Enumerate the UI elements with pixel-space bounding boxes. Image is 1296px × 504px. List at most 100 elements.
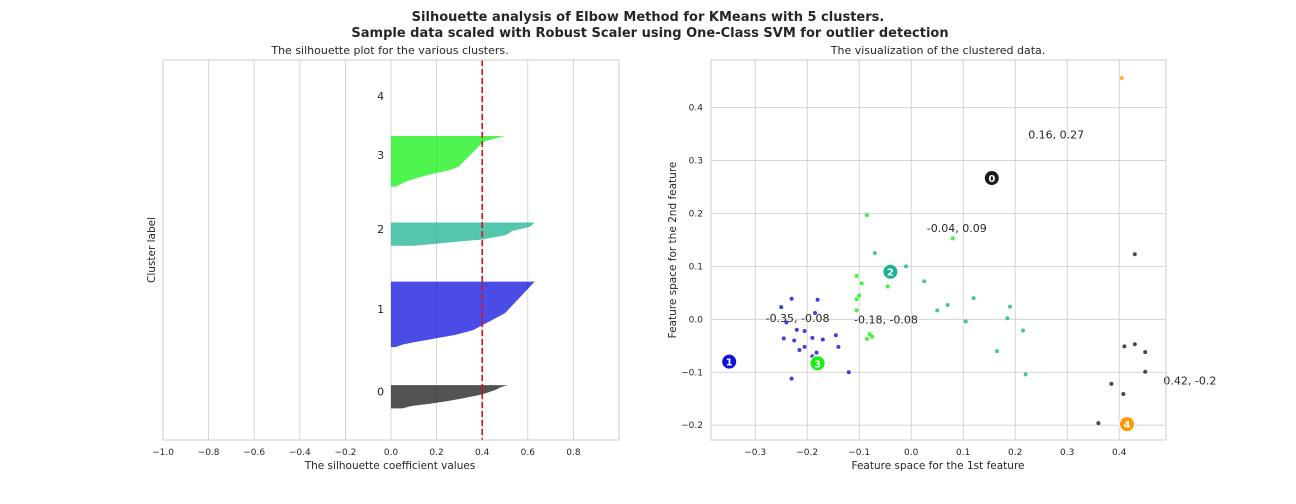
silhouette-grid (162, 60, 574, 440)
scatter-point (885, 284, 890, 289)
scatter-point (865, 336, 869, 341)
scatter-point (935, 308, 940, 313)
scatter-x-tick-label: 0.2 (1008, 448, 1022, 458)
scatter-points (779, 75, 1148, 426)
scatter-point (950, 236, 955, 241)
scatter-x-tick-label: −0.2 (796, 448, 818, 458)
scatter-x-tick-label: 0.4 (1112, 448, 1127, 458)
scatter-point (813, 310, 817, 315)
scatter-point (1021, 328, 1025, 333)
silhouette-x-ticks: −1.0 −0.8 −0.6 −0.4 −0.2 0.0 0.2 0.4 0.6 0.8 (152, 448, 581, 458)
silhouette-fills (391, 136, 535, 409)
silhouette-cluster-label: 4 (377, 90, 384, 103)
scatter-y-label: Feature space for the 2nd feature (667, 162, 679, 339)
silhouette-x-tick-label: −0.8 (198, 448, 220, 458)
scatter-point (846, 370, 851, 375)
center-annotation: -0.04, 0.09 (927, 222, 987, 235)
silhouette-cluster-label: 1 (377, 303, 384, 316)
cluster-center-label: 0 (988, 174, 995, 185)
silhouette-fill-cluster-2 (391, 222, 535, 246)
scatter-point (802, 344, 807, 349)
scatter-x-tick-label: −0.3 (744, 448, 766, 458)
silhouette-fill-cluster-3 (391, 136, 505, 187)
silhouette-plot-title: The silhouette plot for the various clus… (270, 44, 508, 57)
silhouette-x-tick-label: −0.4 (289, 448, 311, 458)
scatter-point (870, 334, 875, 339)
cluster-centers: 0 1 2 3 4 (721, 170, 1135, 433)
scatter-point (1109, 381, 1114, 386)
silhouette-cluster-label: 0 (377, 385, 384, 398)
cluster-center-marker (882, 263, 899, 280)
silhouette-cluster-label: 2 (377, 223, 384, 236)
scatter-point (872, 251, 877, 256)
scatter-grid (711, 60, 1166, 440)
silhouette-x-tick-label: 0.4 (475, 448, 490, 458)
silhouette-x-tick-label: −1.0 (152, 448, 174, 458)
scatter-y-tick-label: −0.2 (681, 421, 703, 431)
silhouette-x-tick-label: 0.0 (384, 448, 399, 458)
scatter-point (820, 337, 825, 342)
cluster-center-label: 4 (1124, 420, 1131, 431)
scatter-point (779, 305, 784, 310)
scatter-point (836, 344, 841, 349)
scatter-point (1121, 391, 1126, 396)
scatter-point (784, 320, 789, 325)
scatter-point (1132, 252, 1137, 257)
scatter-x-ticks: −0.3 −0.2 −0.1 0.0 0.1 0.2 0.3 0.4 (744, 448, 1126, 458)
silhouette-x-tick-label: 0.2 (429, 448, 443, 458)
scatter-point (1143, 369, 1148, 374)
cluster-center-label: 3 (814, 359, 821, 370)
scatter-x-tick-label: 0.1 (956, 448, 970, 458)
scatter-point (854, 308, 859, 313)
scatter-point (963, 319, 968, 324)
scatter-point (1023, 372, 1028, 377)
scatter-point (833, 333, 838, 338)
scatter-point (810, 335, 815, 340)
scatter-point (865, 213, 869, 218)
scatter-point (922, 279, 927, 284)
scatter-point (857, 293, 862, 298)
scatter-point (792, 338, 797, 343)
scatter-x-tick-label: −0.1 (848, 448, 870, 458)
silhouette-x-tick-label: 0.6 (521, 448, 536, 458)
scatter-point (814, 350, 819, 355)
scatter-point (1122, 344, 1127, 349)
silhouette-fill-cluster-0 (391, 385, 508, 409)
silhouette-x-label: The silhouette coefficient values (304, 460, 476, 472)
scatter-point (945, 303, 950, 308)
scatter-point (815, 297, 820, 302)
silhouette-plot: The silhouette plot for the various clus… (146, 44, 620, 472)
scatter-y-tick-label: 0.2 (689, 209, 703, 219)
scatter-point (794, 327, 799, 332)
scatter-point (1008, 304, 1012, 309)
scatter-plot-title: The visualization of the clustered data. (830, 44, 1046, 57)
scatter-y-tick-label: 0.1 (689, 262, 703, 272)
scatter-point (971, 296, 976, 301)
scatter-point (995, 349, 999, 354)
scatter-point (1143, 350, 1148, 355)
center-annotation: 0.16, 0.27 (1028, 128, 1084, 141)
scatter-y-tick-label: 0.4 (689, 104, 704, 114)
center-annotation: -0.18, -0.08 (854, 314, 918, 327)
center-annotation: 0.42, -0.2 (1163, 374, 1216, 387)
silhouette-y-label: Cluster label (146, 217, 158, 283)
scatter-x-tick-label: 0.0 (904, 448, 919, 458)
silhouette-cluster-label: 3 (377, 149, 384, 162)
scatter-point (867, 332, 872, 337)
scatter-plot-frame (710, 59, 1167, 441)
suptitle-line-2: Sample data scaled with Robust Scaler us… (351, 26, 948, 41)
cluster-center-marker (809, 355, 826, 372)
scatter-point (789, 296, 794, 301)
scatter-point (854, 273, 859, 278)
scatter-point (854, 297, 859, 302)
scatter-point (1132, 342, 1137, 347)
scatter-point (797, 348, 802, 353)
cluster-center-label: 2 (887, 268, 894, 279)
silhouette-cluster-labels: 0 1 2 3 4 (377, 90, 384, 399)
cluster-center-label: 1 (726, 358, 733, 369)
scatter-point (859, 281, 864, 286)
silhouette-plot-frame (162, 59, 620, 441)
scatter-point (781, 336, 786, 341)
silhouette-fill-cluster-1 (391, 281, 535, 348)
scatter-point (904, 264, 908, 269)
